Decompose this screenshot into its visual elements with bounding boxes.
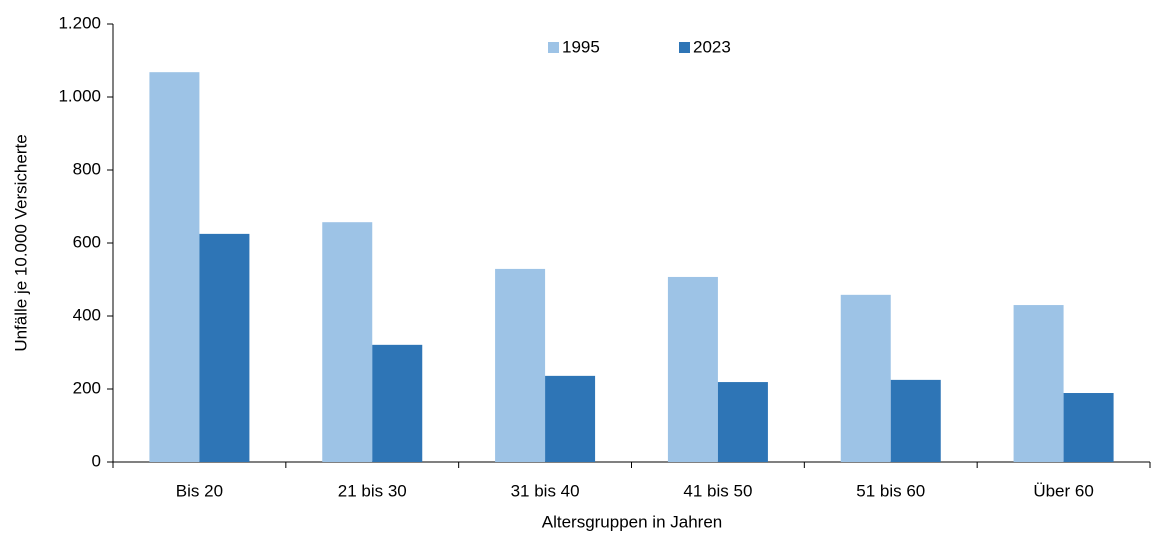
y-tick-label: 1.200 (58, 13, 101, 32)
bar (1013, 305, 1064, 462)
bar (1063, 393, 1114, 462)
y-tick-label: 600 (73, 232, 101, 251)
legend-label: 2023 (693, 37, 731, 56)
y-tick-label: 800 (73, 159, 101, 178)
bar (149, 72, 200, 463)
bar (372, 344, 423, 462)
legend-label: 1995 (562, 37, 600, 56)
x-tick-label: 31 bis 40 (511, 481, 580, 500)
bar (495, 268, 546, 462)
bar (667, 276, 718, 462)
x-tick-label: 41 bis 50 (683, 481, 752, 500)
y-tick-label: 400 (73, 305, 101, 324)
bar (890, 379, 941, 462)
y-tick-label: 0 (92, 451, 101, 470)
legend-swatch (679, 42, 690, 53)
x-tick-label: 21 bis 30 (338, 481, 407, 500)
bar (717, 382, 768, 462)
legend-swatch (548, 42, 559, 53)
bar (545, 375, 596, 462)
x-axis-title: Altersgruppen in Jahren (542, 512, 723, 531)
bar (199, 233, 250, 462)
y-axis-title: Unfälle je 10.000 Versicherte (11, 134, 30, 351)
x-tick-label: 51 bis 60 (856, 481, 925, 500)
y-tick-label: 1.000 (58, 86, 101, 105)
bar (322, 222, 373, 462)
bar (840, 294, 891, 462)
x-tick-label: Über 60 (1033, 481, 1093, 500)
x-tick-label: Bis 20 (176, 481, 223, 500)
y-tick-label: 200 (73, 378, 101, 397)
